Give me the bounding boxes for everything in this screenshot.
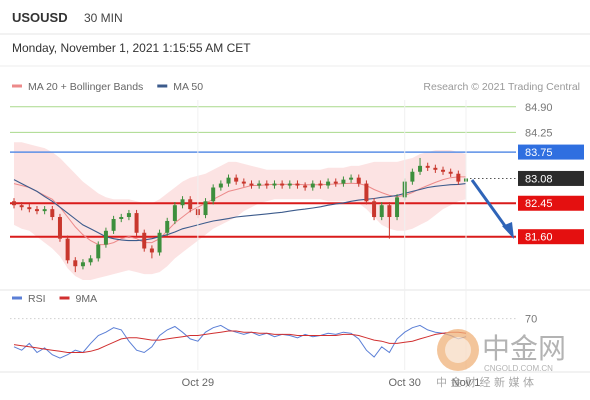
candle-body: [264, 183, 269, 186]
ma-line: [13, 179, 467, 242]
candle-body: [410, 171, 415, 182]
candle-body: [356, 177, 361, 184]
level-label: 81.60: [525, 232, 553, 244]
legend-label: MA 50: [173, 81, 203, 93]
level-label-box: [518, 144, 584, 160]
candle-body: [111, 218, 116, 231]
candle-body: [180, 199, 185, 206]
watermark: 中金网 CNGOLD.COM.CN 中 金 财 经 新 媒 体: [436, 329, 566, 389]
watermark-domain: CNGOLD.COM.CN: [484, 364, 553, 373]
candle-body: [188, 199, 193, 210]
legend-label: 9MA: [76, 293, 98, 305]
candle-body: [448, 171, 453, 174]
candle-body: [379, 205, 384, 218]
candle-body: [57, 217, 62, 239]
candle-body: [149, 248, 154, 253]
candle-body: [318, 183, 323, 186]
candle-body: [12, 201, 16, 206]
candle-body: [341, 179, 346, 184]
candle-body: [333, 181, 338, 184]
watermark-slogan: 中 金 财 经 新 媒 体: [436, 375, 534, 389]
candle-body: [218, 183, 223, 188]
indicator-line: [13, 330, 467, 353]
candle-body: [456, 173, 461, 182]
candle-body: [364, 183, 369, 202]
timestamp: Monday, November 1, 2021 1:15:55 AM CET: [12, 41, 251, 55]
candle-body: [142, 232, 147, 249]
candle-body: [50, 209, 55, 218]
candle-body: [387, 205, 392, 218]
candle-body: [96, 244, 101, 259]
candle-body: [395, 197, 400, 218]
level-label: 84.25: [525, 127, 553, 139]
candle-body: [295, 183, 300, 186]
forecast-arrow: [470, 179, 510, 231]
candle-body: [349, 177, 354, 180]
candle-body: [257, 183, 262, 186]
symbol: USOUSD: [12, 10, 68, 25]
candle-body: [372, 201, 377, 218]
candle-body: [65, 238, 70, 261]
legend-label: MA 20 + Bollinger Bands: [28, 81, 143, 93]
x-tick-label: Oct 30: [389, 377, 421, 389]
candle-body: [234, 177, 239, 182]
candle-body: [418, 165, 423, 172]
candle-body: [157, 232, 162, 253]
indicator-line: [13, 324, 467, 359]
candle-body: [441, 169, 446, 172]
bollinger-band: [14, 142, 466, 280]
level-label: 82.45: [525, 198, 553, 210]
x-tick-label: Nov 1: [452, 377, 481, 389]
candle-body: [425, 165, 430, 168]
candle-body: [211, 187, 216, 202]
level-label-box: [518, 229, 584, 245]
candle-body: [272, 183, 277, 186]
candle-body: [249, 183, 254, 186]
watermark-name: 中金网: [482, 332, 566, 365]
ma-line: [13, 176, 466, 246]
candle-body: [203, 201, 208, 216]
candle-body: [88, 258, 93, 263]
level-label-box: [518, 170, 584, 186]
candle-body: [103, 230, 108, 245]
x-tick-label: Oct 29: [182, 377, 214, 389]
candle-body: [119, 217, 124, 219]
level-label-box: [518, 195, 584, 211]
forecast-arrow-head: [502, 222, 514, 239]
candle-body: [42, 209, 47, 212]
candle-body: [165, 220, 170, 233]
candle-body: [172, 205, 177, 221]
interval: 30 MIN: [84, 11, 123, 25]
candle-body: [126, 213, 131, 218]
candle-body: [19, 205, 24, 208]
candle-body: [310, 183, 315, 188]
level-label: 83.75: [525, 147, 553, 159]
candle-body: [80, 262, 85, 267]
plot: MA 20 + Bollinger Bands MA 50 84.90 84.25 83…: [10, 81, 584, 389]
candle-body: [326, 181, 331, 186]
candle-body: [303, 185, 308, 188]
candle-body: [34, 209, 39, 212]
candle-body: [433, 167, 438, 170]
source: Research © 2021 Trading Central: [423, 81, 580, 93]
legend-label: RSI: [28, 293, 46, 305]
candle-body: [27, 207, 32, 210]
candle-body: [134, 213, 139, 233]
candle-body: [287, 183, 292, 186]
candle-body: [73, 260, 78, 267]
watermark-logo: [437, 329, 479, 371]
candle-body: [241, 181, 246, 184]
watermark-logo: [445, 337, 471, 363]
y-tick-label: 70: [525, 314, 537, 326]
candle-body: [226, 177, 231, 184]
level-label: 83.08: [525, 173, 553, 185]
candle-body: [280, 183, 285, 186]
level-label: 84.90: [525, 102, 553, 114]
